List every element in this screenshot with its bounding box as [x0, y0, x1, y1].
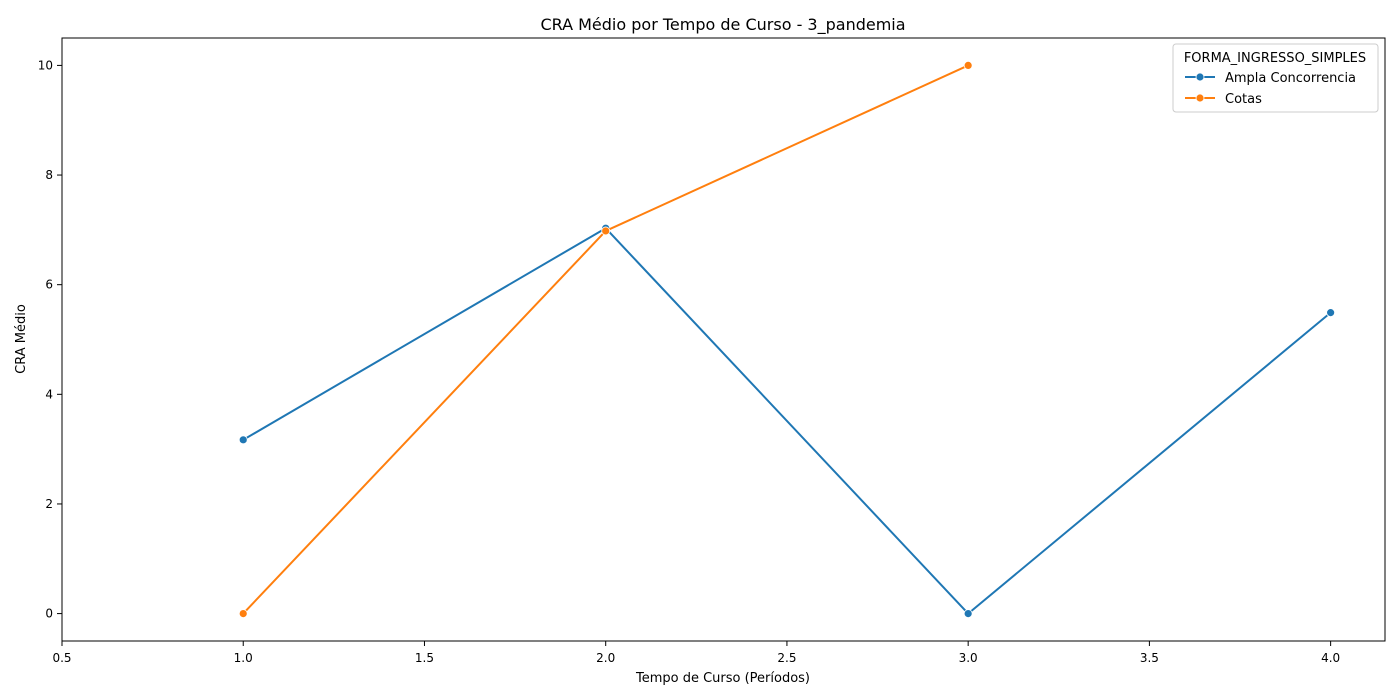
- y-tick-label: 0: [45, 607, 53, 621]
- x-tick-label: 4.0: [1321, 651, 1340, 665]
- data-point: [963, 609, 973, 618]
- legend-label: Ampla Concorrencia: [1225, 71, 1356, 86]
- legend: FORMA_INGRESSO_SIMPLES Ampla Concorrenci…: [1172, 43, 1379, 113]
- chart-title: CRA Médio por Tempo de Curso - 3_pandemi…: [540, 15, 905, 35]
- legend-label: Cotas: [1225, 92, 1262, 107]
- y-tick-label: 10: [38, 58, 53, 72]
- y-axis-label: CRA Médio: [14, 304, 29, 374]
- y-axis-ticks: 0 2 4 6 8 10: [38, 58, 62, 621]
- legend-title: FORMA_INGRESSO_SIMPLES: [1184, 51, 1366, 66]
- legend-marker: [1195, 93, 1205, 103]
- x-tick-label: 1.0: [234, 651, 253, 665]
- x-tick-label: 2.0: [596, 651, 615, 665]
- x-tick-label: 0.5: [52, 651, 71, 665]
- data-point: [601, 226, 611, 236]
- y-tick-label: 8: [45, 168, 53, 182]
- y-tick-label: 2: [45, 497, 53, 511]
- data-point: [238, 435, 248, 445]
- x-tick-label: 3.5: [1140, 651, 1159, 665]
- series-line-1: [242, 64, 970, 615]
- data-point: [238, 609, 248, 618]
- legend-entries: Ampla Concorrencia Cotas: [1185, 71, 1356, 107]
- data-point: [1326, 308, 1336, 318]
- x-tick-label: 2.5: [777, 651, 796, 665]
- series-line-0: [242, 227, 1332, 615]
- x-axis-label: Tempo de Curso (Períodos): [635, 671, 810, 686]
- x-tick-label: 1.5: [415, 651, 434, 665]
- legend-marker: [1195, 72, 1205, 82]
- plot-area: [238, 61, 1336, 618]
- x-axis-ticks: 0.5 1.0 1.5 2.0 2.5 3.0 3.5 4.0: [52, 641, 1340, 665]
- x-tick-label: 3.0: [959, 651, 978, 665]
- y-tick-label: 6: [45, 278, 53, 292]
- y-tick-label: 4: [45, 387, 53, 401]
- plot-frame: [61, 37, 1386, 642]
- data-point: [963, 61, 973, 70]
- legend-box: [1172, 43, 1379, 113]
